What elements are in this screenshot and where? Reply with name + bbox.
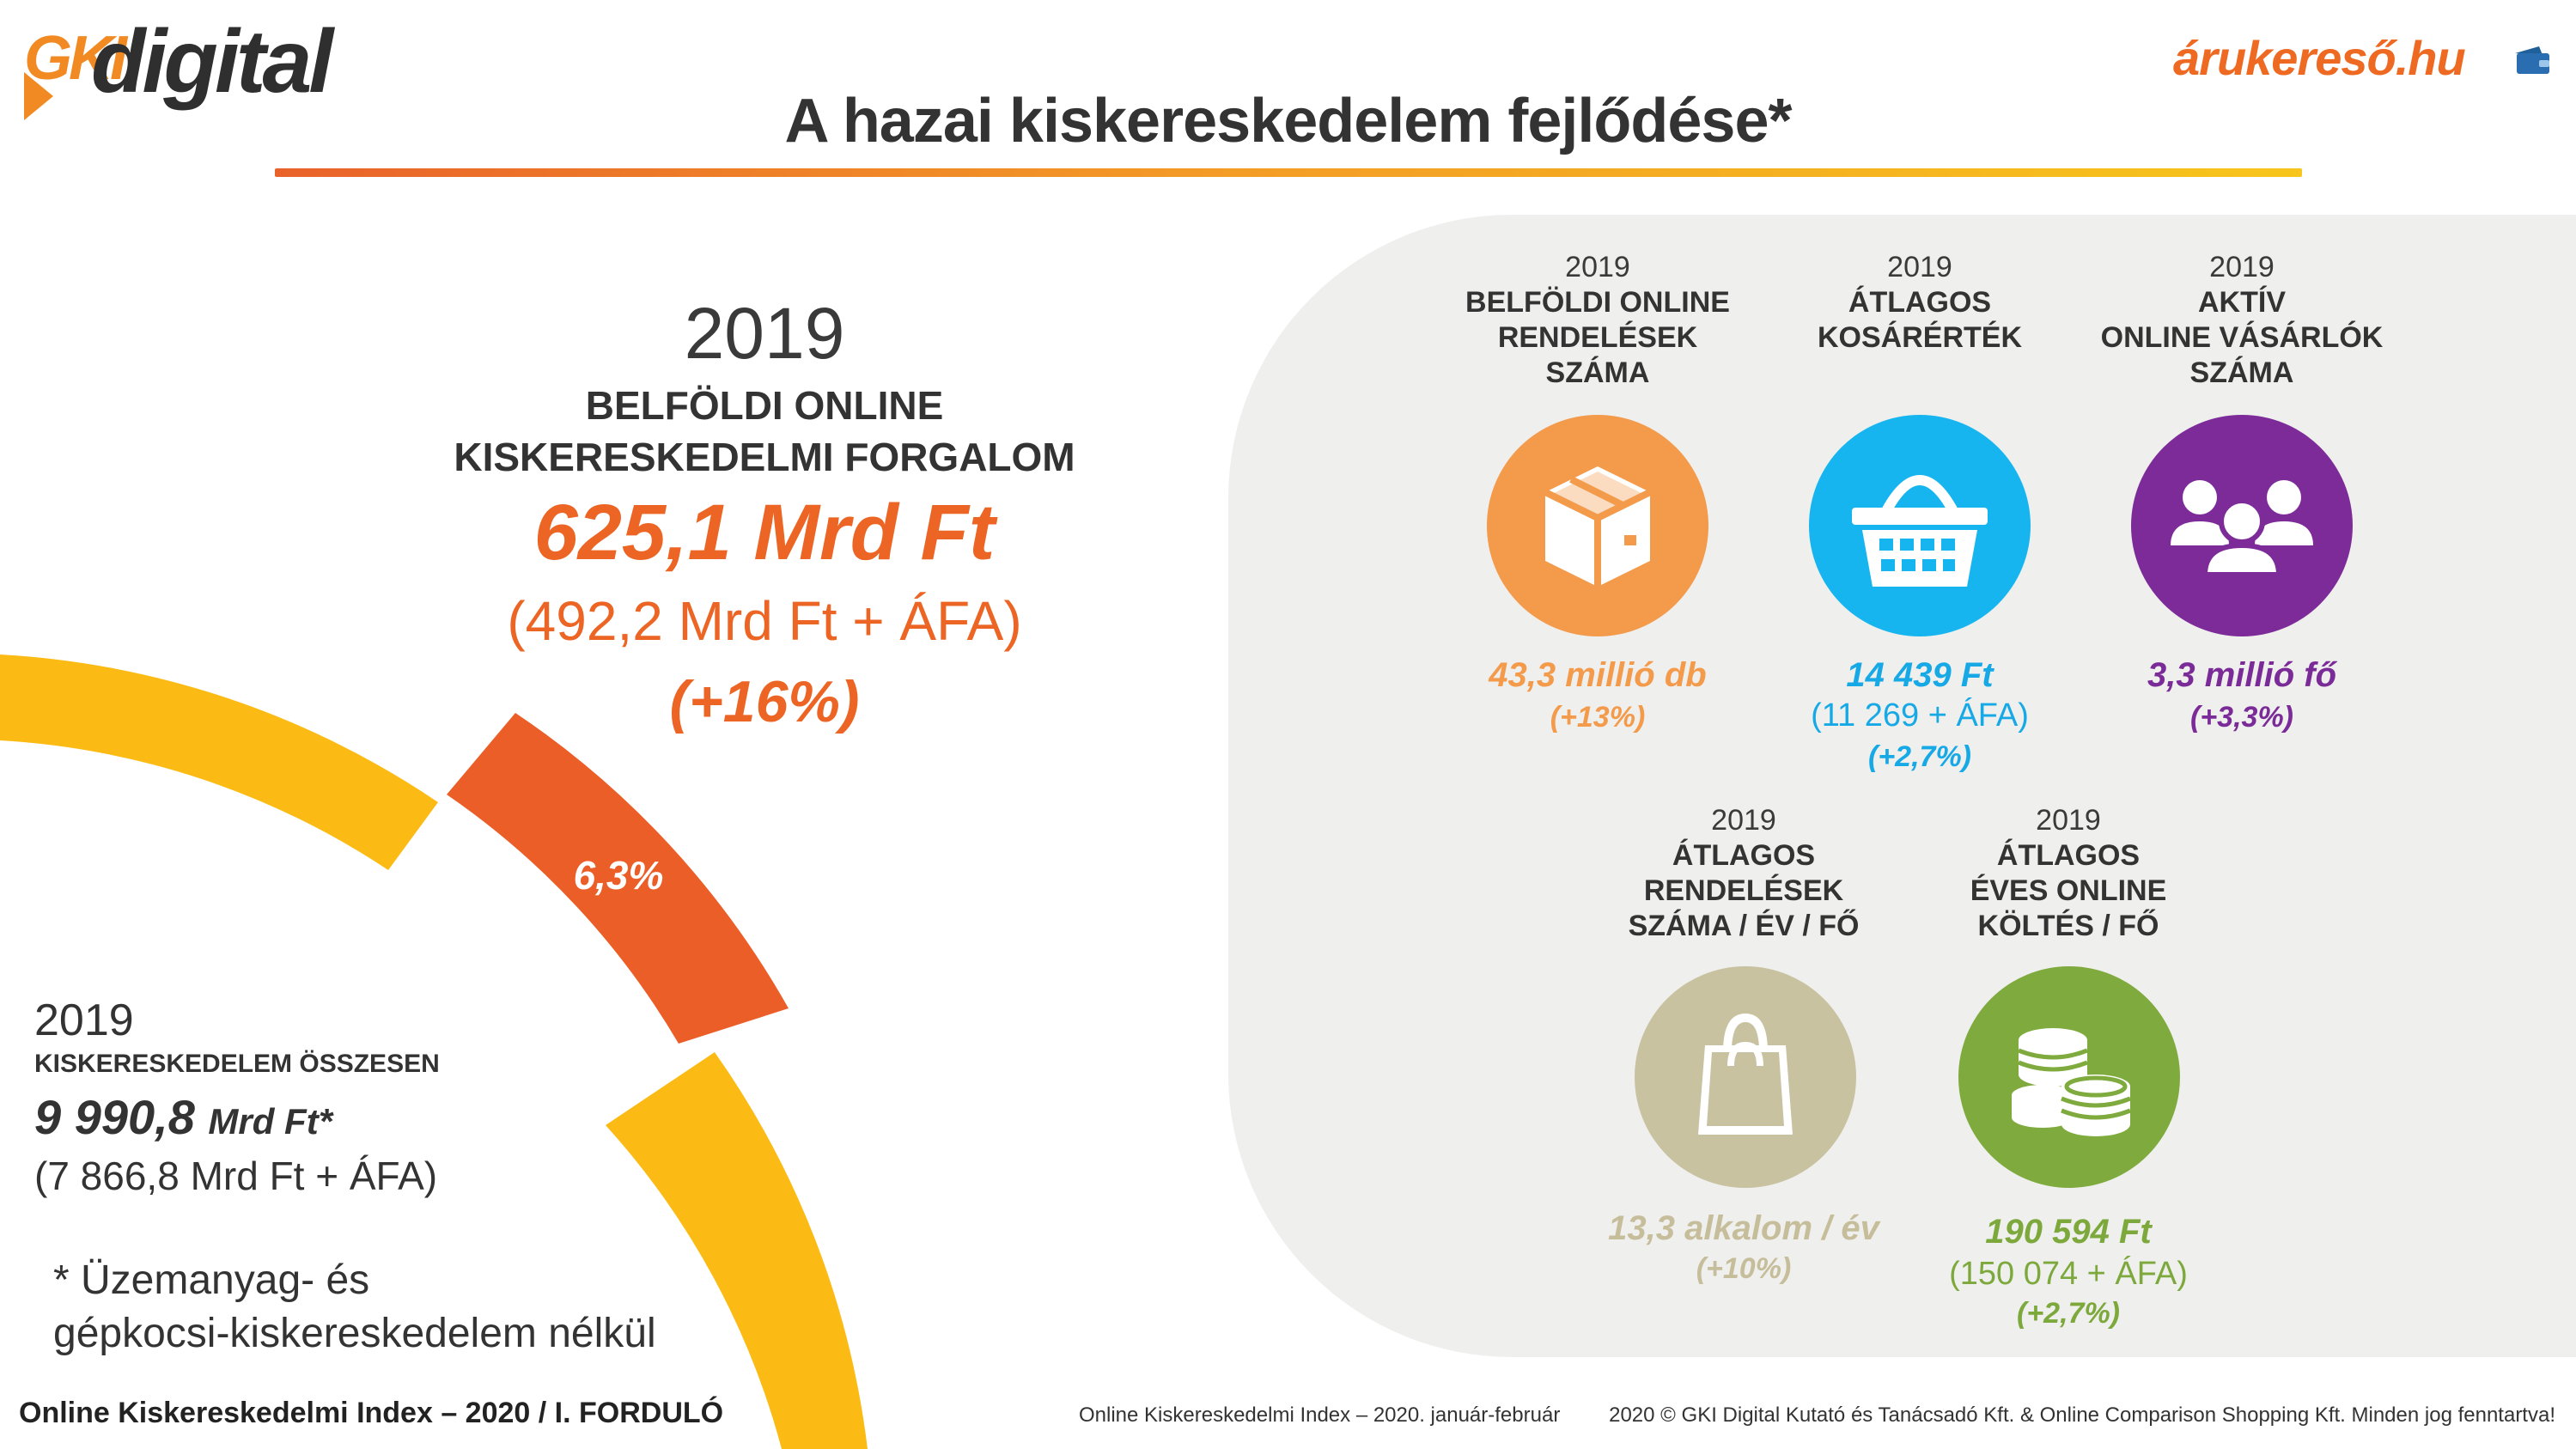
footnote: * Üzemanyag- és gépkocsi-kiskereskedelem… [53,1254,656,1361]
footer-period: Online Kiskereskedelmi Index – 2020. jan… [1079,1403,1561,1427]
stat-label-line2: KOSÁRÉRTÉK [1817,321,2023,354]
stat-value: 14 439 Ft [1846,656,1994,694]
stat-value: 13,3 alkalom / év [1608,1209,1879,1247]
stat-label-line1: BELFÖLDI ONLINE [1465,286,1730,319]
stat-year: 2019 [1711,804,1776,837]
gki-digital-logo: GKI digital [24,12,350,120]
hero-growth: (+16%) [669,669,860,734]
total-year: 2019 [34,995,134,1045]
footnote-line2: gépkocsi-kiskereskedelem nélkül [53,1311,656,1356]
box-icon-circle [1487,415,1708,636]
total-value-unit: Mrd Ft* [208,1101,333,1142]
stat-net-value: (150 074 + ÁFA) [1949,1256,2188,1292]
stat-label-line2: ONLINE VÁSÁRLÓK [2100,321,2384,354]
stat-online-orders: 2019 BELFÖLDI ONLINE RENDELÉSEK SZÁMA [1417,249,1778,391]
hero-year: 2019 [684,293,845,374]
stat-year: 2019 [2036,804,2101,837]
stat-orders-per-year: 2019 ÁTLAGOS RENDELÉSEK SZÁMA / ÉV / FŐ [1563,802,1924,944]
stat-label-line3: SZÁMA [2189,356,2294,389]
online-share-label: 6,3% [573,853,664,898]
stat-growth: (+3,3%) [2190,701,2293,734]
stat-label-line2: ÉVES ONLINE [1970,874,2167,907]
box-icon [1544,466,1652,587]
stat-year: 2019 [1565,251,1630,283]
hero-value: 625,1 Mrd Ft [533,489,996,576]
hero-label-line1: BELFÖLDI ONLINE [585,383,944,428]
arc-segment-lower [606,1052,868,1449]
stat-year: 2019 [2209,251,2275,283]
arc-segment-upper [0,654,438,870]
gki-logo-main: digital [91,12,333,112]
stat-growth: (+13%) [1550,701,1646,734]
stat-label-line3: SZÁMA [1545,356,1650,389]
stat-active-shoppers: 2019 AKTÍV ONLINE VÁSÁRLÓK SZÁMA [2061,249,2422,391]
basket-icon-circle [1809,415,2031,636]
shopping-bag-icon-circle [1635,966,1856,1188]
stat-net-value: (11 269 + ÁFA) [1811,697,2029,734]
hero-label: BELFÖLDI ONLINE KISKERESKEDELMI FORGALOM [421,380,1108,483]
total-label: KISKERESKEDELEM ÖSSZESEN [34,1050,440,1078]
stat-label-line1: ÁTLAGOS [1848,286,1992,319]
stat-growth: (+2,7%) [1868,740,1971,773]
stats-panel [1228,215,2576,1357]
coins-icon-circle [1958,966,2180,1188]
stat-label-line1: AKTÍV [2198,286,2286,319]
stat-year: 2019 [1887,251,1952,283]
page-title: A hazai kiskereskedelem fejlődése* [784,87,1793,155]
stat-value: 3,3 millió fő [2147,656,2337,694]
hero-net-value: (492,2 Mrd Ft + ÁFA) [507,590,1022,652]
stat-label-line3: SZÁMA / ÉV / FŐ [1628,910,1860,942]
wallet-icon [2515,46,2549,74]
total-value-number: 9 990,8 [34,1090,195,1144]
total-net-value: (7 866,8 Mrd Ft + ÁFA) [34,1154,438,1198]
stat-label-line3: KÖLTÉS / FŐ [1977,910,2159,942]
stat-label-line2: RENDELÉSEK [1497,321,1698,354]
arukereso-logo: árukereső.hu [2173,34,2551,103]
coins-icon [2012,1028,2131,1136]
arukereso-logo-text: árukereső.hu [2173,31,2466,85]
stat-average-basket: 2019 ÁTLAGOS KOSÁRÉRTÉK [1739,249,2100,356]
gki-logo-triangle-icon [24,72,53,120]
basket-icon [1852,475,1988,587]
title-underline [275,168,2302,177]
stat-value: 43,3 millió db [1489,656,1707,694]
stat-label-line1: ÁTLAGOS [1672,839,1816,872]
stat-label-line1: ÁTLAGOS [1996,839,2141,872]
shopping-bag-icon [1698,1013,1793,1135]
stat-value: 190 594 Ft [1985,1213,2152,1251]
stat-label-line2: RENDELÉSEK [1643,874,1844,907]
stat-annual-spend: 2019 ÁTLAGOS ÉVES ONLINE KÖLTÉS / FŐ [1888,802,2249,944]
stat-growth: (+2,7%) [2017,1297,2120,1330]
stat-growth: (+10%) [1696,1252,1792,1285]
total-value: 9 990,8 Mrd Ft* [34,1089,332,1145]
footer-copyright: 2020 © GKI Digital Kutató és Tanácsadó K… [1609,1403,2555,1427]
footer-index-title: Online Kiskereskedelmi Index – 2020 / I.… [19,1397,724,1429]
hero-label-line2: KISKERESKEDELMI FORGALOM [454,435,1075,479]
people-icon-circle [2131,415,2353,636]
footnote-line1: * Üzemanyag- és [53,1257,370,1303]
people-icon [2171,480,2313,577]
